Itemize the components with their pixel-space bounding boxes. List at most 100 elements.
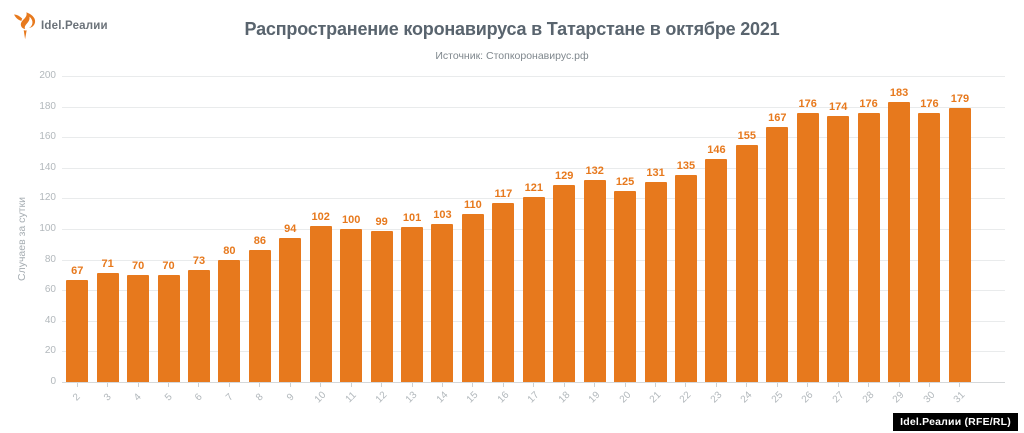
bar-value-label: 103 [433, 209, 452, 222]
bar-slot: 102 [306, 76, 336, 382]
bar[interactable] [461, 213, 484, 382]
bar[interactable] [157, 274, 180, 382]
logo-brand-text: Idel.Реалии [41, 20, 108, 32]
x-tick-label: 14 [434, 389, 451, 406]
bar[interactable] [674, 175, 697, 382]
x-tick-mark [76, 383, 78, 387]
x-tick-mark [776, 383, 778, 387]
x-tick-mark [411, 383, 413, 387]
x-slot: 21 [640, 383, 670, 423]
bar-slot: 129 [549, 76, 579, 382]
x-tick-label: 18 [556, 389, 573, 406]
bar-slot: 103 [427, 76, 457, 382]
bar-value-label: 167 [768, 111, 787, 124]
y-tick-label: 180 [39, 100, 56, 112]
x-slot: 23 [701, 383, 731, 423]
logo[interactable]: Idel.Реалии [14, 12, 108, 40]
x-tick-label: 8 [253, 391, 266, 404]
x-slot: 25 [762, 383, 792, 423]
x-tick-mark [563, 383, 565, 387]
x-tick-mark [837, 383, 839, 387]
x-tick-label: 15 [465, 389, 481, 406]
x-axis-line [62, 382, 1005, 383]
x-tick-label: 16 [495, 389, 512, 406]
x-tick-label: 22 [678, 389, 694, 406]
bar[interactable] [431, 224, 454, 382]
gridline [62, 106, 1005, 108]
x-tick-label: 20 [617, 389, 633, 406]
bar-value-label: 67 [71, 264, 84, 277]
bar[interactable] [705, 158, 728, 382]
x-slot: 5 [153, 383, 183, 423]
bar-value-label: 71 [101, 258, 114, 271]
x-slot: 10 [306, 383, 336, 423]
bar[interactable] [187, 270, 210, 382]
x-tick-label: 29 [891, 389, 907, 406]
bar[interactable] [66, 279, 89, 382]
x-tick-mark [198, 383, 200, 387]
x-slot: 8 [245, 383, 275, 423]
bar-slot: 176 [793, 76, 823, 382]
bar-slot: 183 [884, 76, 914, 382]
x-slot: 3 [92, 383, 122, 423]
bar-value-label: 179 [950, 93, 970, 106]
gridline [62, 76, 1005, 77]
x-slot: 12 [366, 383, 396, 423]
x-tick-mark [228, 383, 230, 387]
bar-value-label: 176 [920, 97, 939, 110]
y-tick-label: 20 [44, 345, 56, 357]
bar[interactable] [96, 273, 119, 382]
bar[interactable] [522, 196, 545, 382]
bar-slot: 179 [945, 76, 975, 382]
x-slot: 14 [427, 383, 457, 423]
bar[interactable] [218, 259, 241, 382]
bar-value-label: 101 [402, 212, 422, 225]
bar[interactable] [644, 181, 667, 382]
x-tick-label: 19 [586, 389, 603, 406]
bar[interactable] [888, 102, 911, 382]
x-slot: 30 [914, 383, 944, 423]
bar[interactable] [309, 225, 332, 382]
bar[interactable] [553, 184, 576, 382]
bar[interactable] [401, 227, 424, 382]
bar-slot: 86 [245, 76, 275, 382]
bar[interactable] [370, 230, 393, 382]
x-tick-label: 13 [404, 389, 420, 406]
x-slot: 6 [184, 383, 214, 423]
bar[interactable] [492, 203, 515, 382]
x-slot: 11 [336, 383, 366, 423]
bar[interactable] [127, 274, 150, 382]
bar[interactable] [827, 115, 850, 382]
bar[interactable] [948, 108, 971, 382]
x-slot: 16 [488, 383, 518, 423]
x-slot: 9 [275, 383, 305, 423]
bar[interactable] [614, 190, 637, 382]
y-tick-label: 0 [50, 376, 56, 387]
chart-title: Распространение коронавируса в Татарстан… [244, 19, 780, 39]
x-slot: 13 [397, 383, 427, 423]
bar-value-label: 73 [192, 255, 206, 268]
bar[interactable] [796, 112, 819, 382]
bar-value-label: 94 [284, 223, 297, 236]
bar-value-label: 80 [223, 244, 236, 257]
y-tick-label: 60 [44, 284, 56, 296]
bar[interactable] [248, 250, 271, 382]
x-tick-label: 9 [284, 391, 297, 404]
x-tick-mark [137, 383, 139, 387]
bar[interactable] [279, 238, 302, 382]
x-tick-mark [472, 383, 474, 387]
bar[interactable] [735, 144, 758, 382]
bar[interactable] [766, 126, 789, 382]
bar-value-label: 176 [798, 97, 817, 110]
x-tick-mark [502, 383, 504, 387]
bar[interactable] [583, 180, 606, 382]
bar[interactable] [857, 112, 880, 382]
x-tick-mark [898, 383, 900, 387]
y-tick-label: 120 [39, 192, 56, 204]
bar-slot: 131 [640, 76, 670, 382]
bar[interactable] [918, 112, 941, 382]
x-tick-mark [655, 383, 657, 387]
x-tick-mark [320, 383, 322, 387]
x-tick-mark [807, 383, 809, 387]
bar[interactable] [340, 229, 363, 382]
